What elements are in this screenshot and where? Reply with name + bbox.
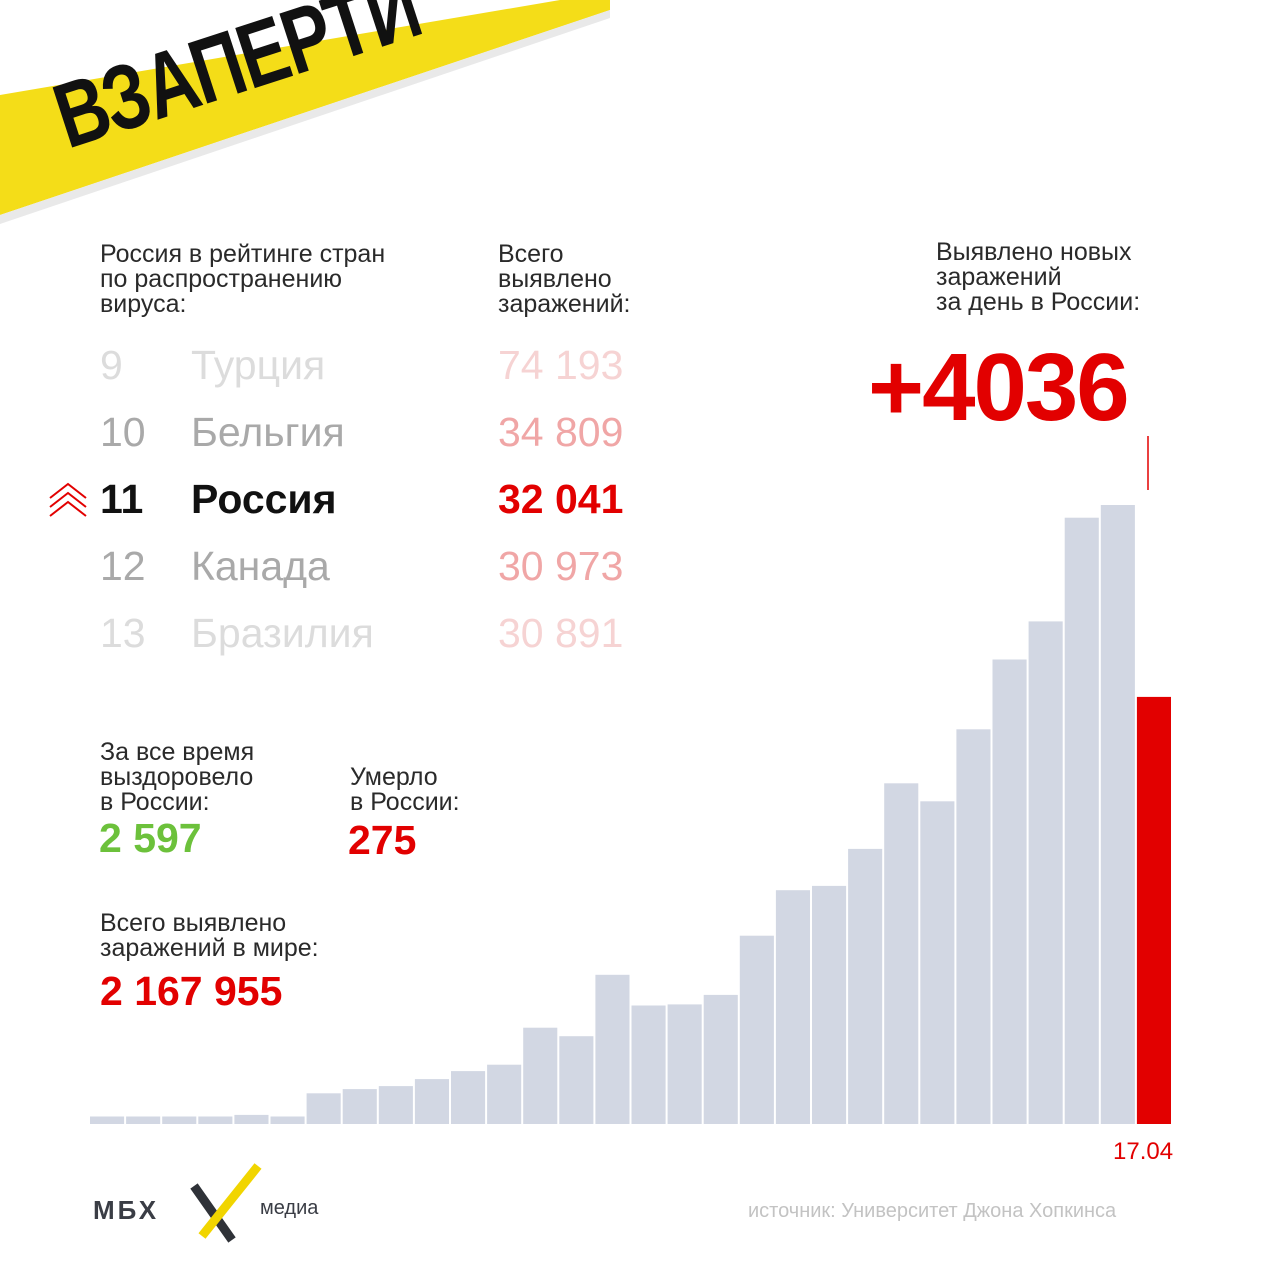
total-heading: Всего выявлено заражений: [498, 240, 631, 318]
bar [703, 994, 738, 1124]
bar [812, 885, 847, 1124]
country-name: Бельгия [191, 409, 345, 455]
rank-number: 9 [100, 342, 123, 388]
rank-number: 12 [100, 543, 146, 589]
banner: ВЗАПЕРТИ [0, 0, 1267, 260]
bar [234, 1114, 269, 1124]
bar [414, 1079, 449, 1124]
bar [523, 1027, 558, 1124]
bar [162, 1116, 197, 1124]
world-value: 2 167 955 [100, 968, 283, 1014]
bar [1064, 517, 1099, 1124]
logo-x-icon [190, 1163, 262, 1243]
banner-stripe [0, 0, 610, 224]
country-total: 30 973 [498, 543, 624, 589]
banner-yellow-band [0, 0, 610, 215]
bar [848, 848, 883, 1124]
country-total: 30 891 [498, 610, 624, 656]
bar [90, 1116, 125, 1124]
bar [198, 1116, 233, 1124]
bar [342, 1089, 377, 1124]
deaths-value: 275 [348, 817, 417, 863]
bar [775, 890, 810, 1124]
logo-text: МБХ [93, 1195, 160, 1225]
bar [631, 1005, 666, 1124]
bar [992, 659, 1027, 1124]
logo-media-text: медиа [260, 1197, 319, 1219]
daily-new-cases-value: +4036 [868, 334, 1130, 441]
bar [270, 1116, 305, 1124]
bar [451, 1071, 486, 1124]
bar [956, 729, 991, 1124]
banner-tape-edge [0, 10, 610, 224]
world-label: Всего выявлено заражений в мире: [100, 909, 319, 962]
last-date-label: 17.04 [1113, 1138, 1174, 1165]
country-name: Бразилия [191, 610, 374, 656]
source-text: источник: Университет Джона Хопкинса [748, 1200, 1117, 1222]
bar [1100, 505, 1135, 1124]
rank-number: 11 [100, 476, 144, 522]
country-name: Россия [191, 476, 337, 522]
bar [378, 1086, 413, 1124]
rank-number: 13 [100, 610, 146, 656]
bar [487, 1064, 522, 1124]
country-total: 34 809 [498, 409, 624, 455]
bar [126, 1116, 161, 1124]
bar [667, 1004, 702, 1124]
country-name: Турция [191, 342, 326, 388]
bars-group [90, 505, 1171, 1124]
bar [920, 801, 955, 1124]
bar [884, 783, 919, 1124]
bar [559, 1036, 594, 1124]
country-total: 32 041 [498, 476, 624, 522]
bar [595, 974, 630, 1124]
bar [739, 935, 774, 1124]
bar-highlight [1136, 696, 1171, 1124]
bar [306, 1093, 341, 1124]
ranking-heading: Россия в рейтинге стран по распространен… [100, 240, 386, 318]
rank-number: 10 [100, 409, 146, 455]
recovered-label: За все время выздоровело в России: [100, 738, 255, 816]
daily-heading: Выявлено новых заражений за день в Росси… [936, 238, 1141, 316]
country-name: Канада [191, 543, 330, 589]
recovered-value: 2 597 [99, 815, 202, 861]
bar [1028, 621, 1063, 1124]
deaths-label: Умерло в России: [350, 763, 460, 816]
chevrons-up-icon [49, 482, 87, 517]
country-total: 74 193 [498, 342, 624, 388]
